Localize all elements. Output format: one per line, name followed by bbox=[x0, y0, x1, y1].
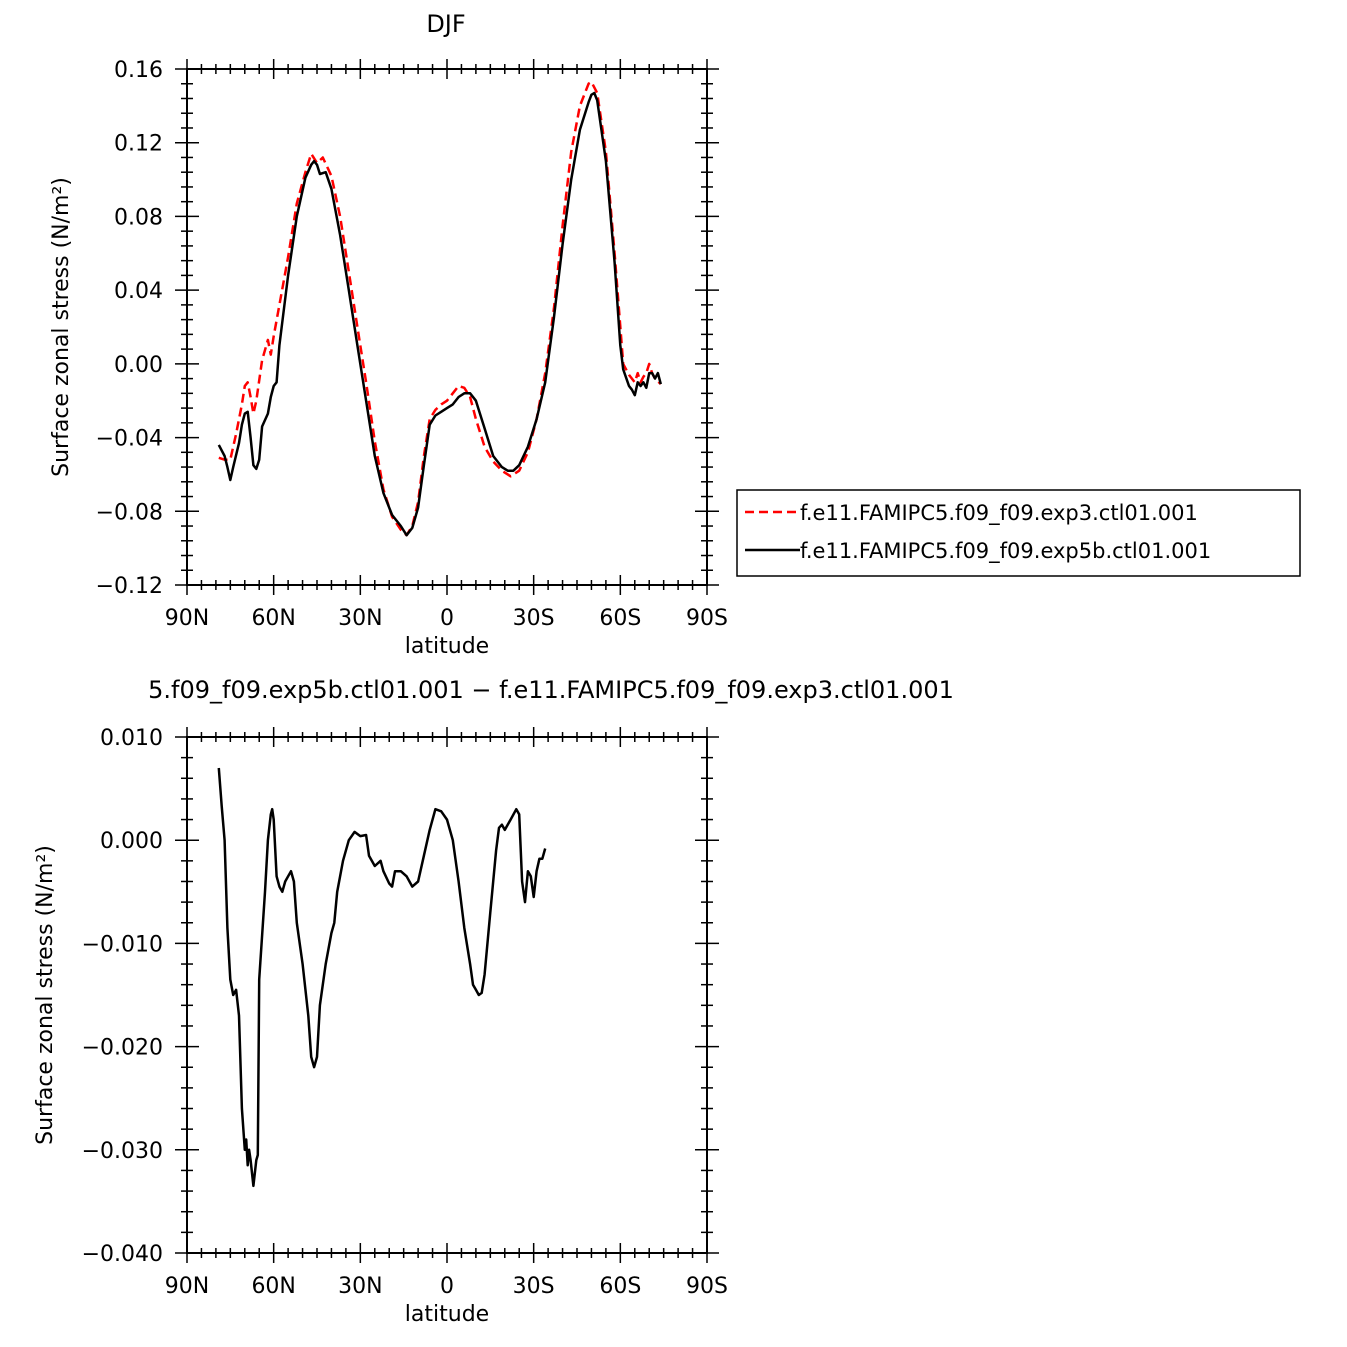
series-line bbox=[217, 91, 663, 537]
x-axis-title: latitude bbox=[405, 634, 489, 659]
y-axis-title: Surface zonal stress (N/m²) bbox=[33, 845, 58, 1145]
y-tick-label: 0.000 bbox=[100, 829, 163, 854]
y-tick-label: 0.08 bbox=[114, 205, 163, 230]
x-tick-label: 30N bbox=[338, 1274, 382, 1299]
y-tick-label: −0.04 bbox=[96, 427, 163, 452]
legend-box bbox=[736, 489, 1301, 577]
x-tick-label: 0 bbox=[440, 1274, 454, 1299]
y-tick-label: 0.04 bbox=[114, 279, 163, 304]
x-tick-label: 60N bbox=[251, 1274, 295, 1299]
y-axis-title: Surface zonal stress (N/m²) bbox=[49, 177, 74, 477]
legend-label: f.e11.FAMIPC5.f09_f09.exp5b.ctl01.001 bbox=[800, 539, 1211, 564]
bottom-panel: 90N 60N 30N 0 30S 60S 90S −0.040 −0.030 −0.020 −0.… bbox=[33, 676, 954, 1327]
y-tick-label: −0.030 bbox=[82, 1139, 163, 1164]
x-tick-label: 0 bbox=[440, 606, 454, 631]
x-tick-label: 90N bbox=[165, 606, 209, 631]
x-tick-label: 90S bbox=[686, 1274, 728, 1299]
x-tick-label: 60S bbox=[599, 1274, 641, 1299]
legend: f.e11.FAMIPC5.f09_f09.exp3.ctl01.001 f.e1… bbox=[736, 489, 1301, 577]
x-tick-label: 30S bbox=[513, 1274, 555, 1299]
x-tick-label: 60N bbox=[251, 606, 295, 631]
plot-frame bbox=[186, 68, 708, 586]
y-tick-label: 0.16 bbox=[114, 58, 163, 83]
y-tick-label: 0.12 bbox=[114, 132, 163, 157]
x-tick-label: 90N bbox=[165, 1274, 209, 1299]
y-tick-label: 0.00 bbox=[114, 353, 163, 378]
y-tick-label: −0.040 bbox=[82, 1242, 163, 1267]
x-tick-label: 60S bbox=[599, 606, 641, 631]
x-tick-label: 30S bbox=[513, 606, 555, 631]
series-line bbox=[217, 767, 547, 1188]
x-tick-label: 90S bbox=[686, 606, 728, 631]
x-axis-title: latitude bbox=[405, 1302, 489, 1327]
y-tick-label: 0.010 bbox=[100, 726, 163, 751]
panel-title: DJF bbox=[426, 10, 465, 38]
y-tick-label: −0.020 bbox=[82, 1036, 163, 1061]
y-tick-label: −0.010 bbox=[82, 932, 163, 957]
top-panel: 90N 60N 30N 0 30S 60S 90S −0.12 −0.08 −0.04 0.00 0.… bbox=[49, 10, 728, 659]
plot-frame bbox=[186, 736, 708, 1254]
y-tick-label: −0.08 bbox=[96, 500, 163, 525]
panel-title: 5.f09_f09.exp5b.ctl01.001 − f.e11.FAMIPC… bbox=[148, 676, 954, 704]
legend-label: f.e11.FAMIPC5.f09_f09.exp3.ctl01.001 bbox=[800, 501, 1198, 526]
x-tick-label: 30N bbox=[338, 606, 382, 631]
y-tick-label: −0.12 bbox=[96, 574, 163, 599]
